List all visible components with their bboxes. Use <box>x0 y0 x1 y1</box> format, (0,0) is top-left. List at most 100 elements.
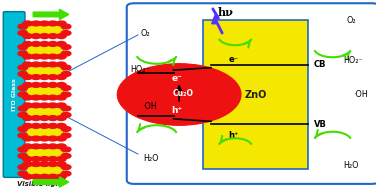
Circle shape <box>61 106 71 111</box>
Circle shape <box>31 34 41 39</box>
Circle shape <box>18 65 28 70</box>
Circle shape <box>23 174 32 179</box>
Circle shape <box>48 21 58 26</box>
Circle shape <box>23 42 32 46</box>
Circle shape <box>18 92 28 97</box>
Circle shape <box>61 92 71 97</box>
Circle shape <box>40 62 49 67</box>
Circle shape <box>61 165 71 170</box>
FancyBboxPatch shape <box>3 12 25 177</box>
Circle shape <box>31 82 41 87</box>
Circle shape <box>61 126 71 131</box>
Circle shape <box>48 157 58 161</box>
Circle shape <box>40 123 49 128</box>
Circle shape <box>18 24 28 29</box>
Circle shape <box>31 21 41 26</box>
Bar <box>26 148 63 158</box>
Circle shape <box>18 133 28 138</box>
Circle shape <box>31 42 41 46</box>
Circle shape <box>31 174 41 179</box>
Circle shape <box>23 54 32 59</box>
Text: ZnO: ZnO <box>245 90 267 99</box>
Bar <box>26 25 63 35</box>
Bar <box>26 165 63 176</box>
Text: HO₂⁻: HO₂⁻ <box>130 65 150 74</box>
Bar <box>26 107 63 117</box>
Circle shape <box>31 162 41 167</box>
FancyBboxPatch shape <box>127 3 377 184</box>
Circle shape <box>18 106 28 111</box>
Circle shape <box>23 157 32 161</box>
Text: VB: VB <box>314 120 327 129</box>
Circle shape <box>61 153 71 158</box>
Circle shape <box>48 144 58 149</box>
Circle shape <box>31 123 41 128</box>
Circle shape <box>57 21 66 26</box>
Circle shape <box>61 147 71 152</box>
Circle shape <box>117 64 241 125</box>
Circle shape <box>48 162 58 167</box>
Text: HO₂⁻: HO₂⁻ <box>343 57 363 65</box>
Circle shape <box>57 116 66 120</box>
Text: O₂: O₂ <box>346 15 356 25</box>
Circle shape <box>18 147 28 152</box>
Circle shape <box>18 51 28 56</box>
Circle shape <box>40 34 49 39</box>
Bar <box>26 66 63 76</box>
Text: CB: CB <box>314 60 326 69</box>
Bar <box>26 45 63 55</box>
Circle shape <box>57 34 66 39</box>
Circle shape <box>23 144 32 149</box>
Text: H₂O: H₂O <box>143 154 159 163</box>
Circle shape <box>57 123 66 128</box>
Text: e⁻: e⁻ <box>172 74 183 83</box>
Circle shape <box>23 21 32 26</box>
Circle shape <box>40 157 49 161</box>
Circle shape <box>23 82 32 87</box>
Circle shape <box>48 174 58 179</box>
Circle shape <box>23 136 32 141</box>
Circle shape <box>57 144 66 149</box>
Circle shape <box>48 136 58 141</box>
Text: O₂: O₂ <box>141 29 150 39</box>
Circle shape <box>31 157 41 161</box>
Circle shape <box>23 123 32 128</box>
Circle shape <box>48 75 58 80</box>
Circle shape <box>31 136 41 141</box>
Circle shape <box>48 103 58 108</box>
Circle shape <box>18 113 28 117</box>
Circle shape <box>18 171 28 176</box>
Circle shape <box>61 72 71 76</box>
Circle shape <box>48 42 58 46</box>
Circle shape <box>57 174 66 179</box>
Text: Cu₂O: Cu₂O <box>172 89 193 98</box>
FancyArrow shape <box>33 9 69 19</box>
Circle shape <box>61 113 71 117</box>
Circle shape <box>61 86 71 90</box>
Circle shape <box>61 133 71 138</box>
Circle shape <box>57 157 66 161</box>
Circle shape <box>40 174 49 179</box>
Circle shape <box>57 62 66 67</box>
Circle shape <box>23 116 32 120</box>
Circle shape <box>23 103 32 108</box>
Circle shape <box>23 34 32 39</box>
Circle shape <box>40 42 49 46</box>
Text: h⁺: h⁺ <box>228 131 239 140</box>
Text: ITO Glass: ITO Glass <box>12 78 17 111</box>
Circle shape <box>31 103 41 108</box>
Circle shape <box>57 162 66 167</box>
Circle shape <box>31 95 41 100</box>
Circle shape <box>18 153 28 158</box>
Circle shape <box>57 95 66 100</box>
Text: ·OH: ·OH <box>353 90 368 99</box>
Circle shape <box>31 116 41 120</box>
Polygon shape <box>212 9 222 33</box>
Circle shape <box>61 171 71 176</box>
Circle shape <box>40 136 49 141</box>
Circle shape <box>48 34 58 39</box>
Circle shape <box>31 144 41 149</box>
Circle shape <box>23 162 32 167</box>
Circle shape <box>23 75 32 80</box>
FancyArrow shape <box>33 177 69 187</box>
